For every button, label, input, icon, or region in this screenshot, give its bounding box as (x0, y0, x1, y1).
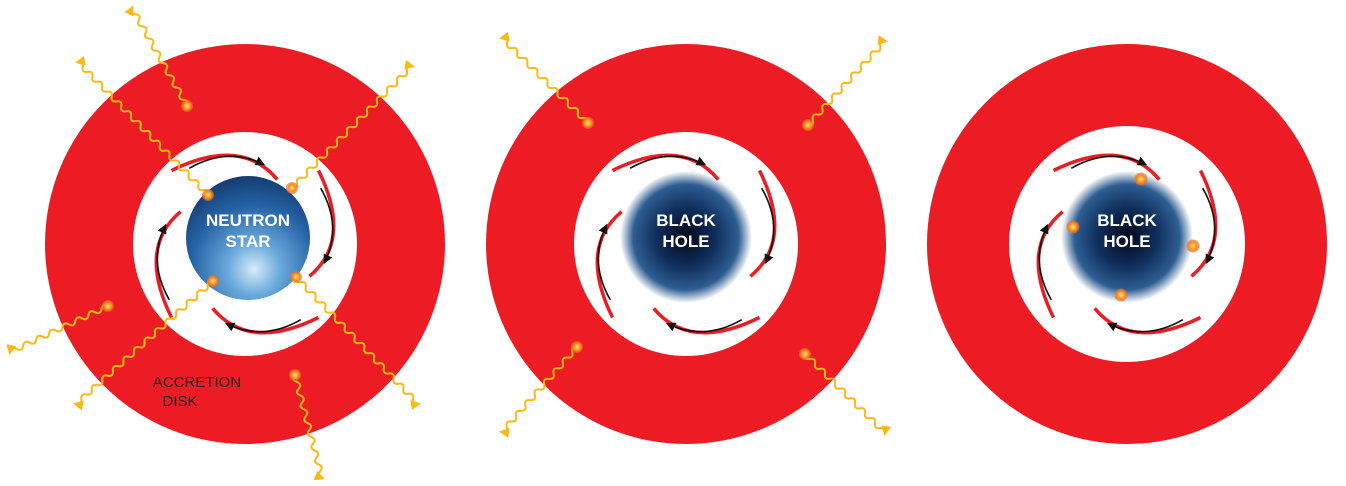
hotspot-dot-icon (207, 275, 219, 287)
spiral-flow-arms (154, 153, 336, 335)
curved-flow-arrow-icon (761, 187, 775, 265)
panel-black-hole-2: BLACK HOLE (927, 44, 1327, 444)
curved-flow-arrow-icon (320, 187, 334, 265)
wavy-photon-arrow-icon (6, 304, 109, 355)
accretion-disk-label-line2: DISK (162, 393, 197, 410)
hotspots (1066, 172, 1200, 302)
accretion-disk-label-line1: ACCRETION (153, 374, 241, 391)
wavy-photon-arrow-icon (499, 31, 590, 124)
hotspot-dot-icon (802, 119, 814, 131)
hotspot-dot-icon (1134, 172, 1148, 186)
curved-flow-arrow-icon (597, 223, 611, 301)
wavy-photon-arrow-icon (75, 55, 210, 196)
curved-flow-arrow-icon (1070, 155, 1148, 169)
black-hole-label-line2: HOLE (662, 232, 709, 251)
wavy-photon-arrow-icon (124, 5, 189, 107)
panel-black-hole-1: BLACK HOLE (486, 31, 892, 444)
hotspot-dot-icon (202, 189, 214, 201)
black-hole (1061, 171, 1193, 303)
hotspot-dot-icon (181, 100, 193, 112)
hotspot-dot-icon (290, 271, 302, 283)
hotspot-dot-icon (286, 182, 298, 194)
curved-flow-arrow-icon (1038, 223, 1052, 301)
curved-flow-arrow-icon (1202, 187, 1216, 265)
curved-flow-arrow-icon (156, 223, 170, 301)
wavy-photon-arrow-icon (292, 374, 325, 481)
curved-flow-arrow-icon (629, 155, 707, 169)
wavy-photon-arrow-icon (294, 276, 421, 410)
photons (6, 5, 421, 481)
panel-neutron-star: NEUTRON STAR ACCRETION DISK (6, 5, 445, 481)
hotspot-dot-icon (1114, 288, 1128, 302)
wavy-photon-arrow-icon (807, 35, 888, 127)
neutron-star-label-line1: NEUTRON (206, 211, 290, 230)
curved-flow-arrow-icon (188, 155, 266, 169)
hotspot-dot-icon (1066, 220, 1080, 234)
neutron-star-label-line2: STAR (225, 232, 270, 251)
black-hole (620, 171, 752, 303)
hotspot-dot-icon (289, 369, 301, 381)
black-hole-label-line1: BLACK (656, 211, 716, 230)
black-hole-label-line2: HOLE (1103, 232, 1150, 251)
curved-flow-arrow-icon (665, 319, 743, 333)
wavy-photon-arrow-icon (499, 345, 578, 438)
curved-flow-arrow-icon (1106, 319, 1184, 333)
hotspot-dot-icon (102, 300, 114, 312)
spiral-flow-arms (595, 153, 777, 335)
curved-flow-arrow-icon (224, 319, 302, 333)
hotspot-dot-icon (582, 117, 594, 129)
hotspot-dot-icon (799, 348, 811, 360)
hotspot-dot-icon (1186, 239, 1200, 253)
photons (499, 31, 892, 438)
wavy-photon-arrow-icon (291, 59, 415, 190)
spiral-flow-arms (1036, 153, 1218, 335)
wavy-photon-arrow-icon (73, 279, 214, 411)
wavy-photon-arrow-icon (803, 353, 892, 436)
hotspot-dot-icon (571, 341, 583, 353)
neutron-star (186, 176, 310, 300)
black-hole-label-line1: BLACK (1097, 211, 1157, 230)
